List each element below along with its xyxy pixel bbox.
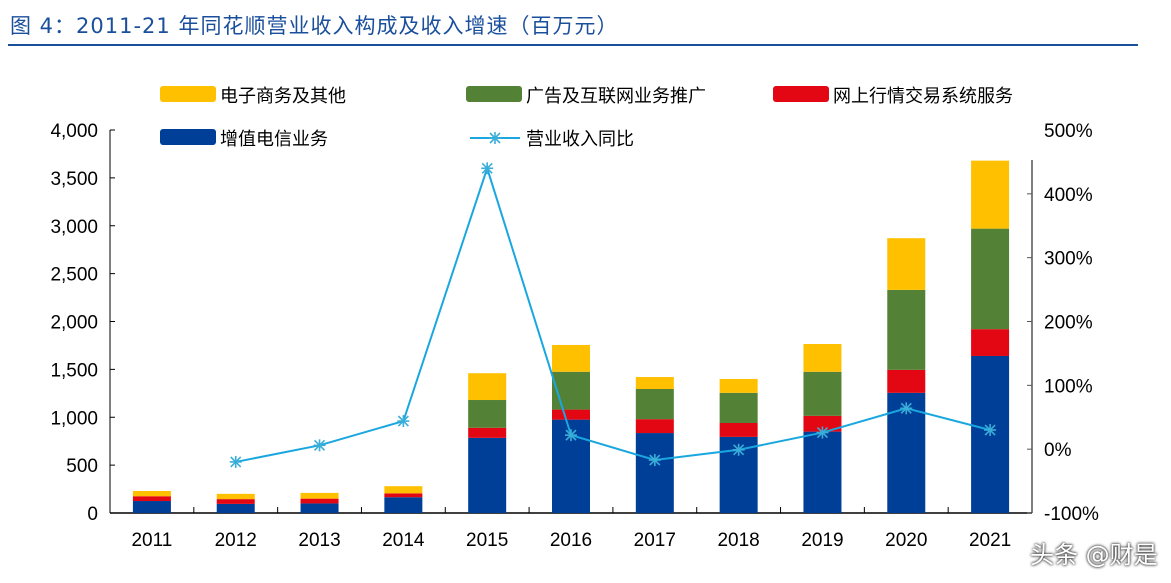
- legend-label: 广告及互联网业务推广: [526, 86, 706, 107]
- bar-2021: [971, 329, 1010, 356]
- legend-label: 营业收入同比: [526, 129, 634, 150]
- legend-swatch: [160, 86, 216, 102]
- growth-point: [565, 429, 577, 442]
- bar-2012: [216, 493, 255, 500]
- bar-2017: [635, 419, 674, 434]
- bar-2012: [216, 499, 255, 504]
- bar-2020: [887, 238, 926, 290]
- growth-point: [900, 402, 913, 415]
- legend-swatch: [466, 86, 522, 102]
- bar-2013: [300, 503, 339, 513]
- x-tick-label: 2018: [717, 530, 759, 551]
- legend-label: 网上行情交易系统服务: [833, 86, 1013, 107]
- growth-point: [732, 443, 745, 456]
- y-tick-label: 500: [66, 456, 98, 477]
- bar-2019: [803, 431, 842, 513]
- bar-2019: [803, 415, 842, 432]
- growth-point: [313, 439, 326, 452]
- x-tick-label: 2019: [801, 530, 843, 551]
- y2-tick-label: 500%: [1044, 121, 1093, 142]
- y-tick-label: 2,500: [50, 265, 98, 286]
- growth-point: [229, 455, 242, 468]
- x-tick-label: 2011: [131, 530, 172, 551]
- bar-2014: [384, 486, 423, 494]
- bar-2015: [468, 400, 507, 428]
- bar-2021: [971, 160, 1010, 229]
- chart-title: 图 4：2011-21 年同花顺营业收入构成及收入增速（百万元）: [10, 14, 619, 38]
- legend-swatch: [160, 129, 216, 145]
- y2-tick-label: 400%: [1044, 185, 1093, 206]
- growth-point: [648, 454, 661, 467]
- y-tick-label: 3,500: [50, 169, 98, 190]
- bar-2018: [719, 422, 758, 437]
- bar-2017: [635, 377, 674, 390]
- bar-2015: [468, 437, 507, 513]
- x-tick-label: 2017: [634, 530, 676, 551]
- x-tick-label: 2012: [215, 530, 257, 551]
- bar-2014: [384, 497, 423, 513]
- growth-point: [816, 426, 829, 439]
- y2-tick-label: 200%: [1044, 313, 1093, 334]
- watermark: 头条 @财是: [1030, 541, 1158, 569]
- bar-2015: [468, 427, 507, 438]
- bar-2020: [887, 369, 926, 393]
- y-tick-label: 1,500: [50, 360, 98, 381]
- bar-2011: [132, 496, 171, 502]
- growth-line: [235, 165, 991, 463]
- bar-2011: [132, 490, 171, 497]
- x-tick-label: 2013: [298, 530, 340, 551]
- bar-2016: [552, 371, 590, 410]
- bar-2020: [887, 289, 926, 370]
- bar-2012: [216, 503, 255, 513]
- bar-2017: [635, 389, 674, 420]
- bar-2021: [971, 228, 1010, 330]
- y-tick-label: 3,000: [50, 217, 98, 238]
- y-tick-label: 1,000: [50, 408, 98, 429]
- legend-label: 增值电信业务: [220, 129, 328, 150]
- title-divider: [8, 44, 1138, 46]
- bar-2018: [719, 392, 758, 423]
- legend-swatch: [773, 86, 829, 102]
- y2-tick-label: 100%: [1044, 376, 1093, 397]
- bar-2015: [468, 373, 507, 401]
- bar-2019: [803, 344, 842, 372]
- bar-2013: [300, 498, 339, 504]
- y2-tick-label: 0%: [1044, 440, 1072, 461]
- legend-label: 电子商务及其他: [220, 86, 346, 107]
- y2-tick-label: 300%: [1044, 249, 1093, 270]
- bar-2014: [384, 493, 423, 498]
- x-tick-label: 2015: [466, 530, 508, 551]
- y2-tick-label: -100%: [1044, 504, 1099, 525]
- bar-2013: [300, 492, 339, 499]
- bar-2019: [803, 371, 842, 416]
- x-tick-label: 2021: [969, 530, 1011, 551]
- bar-2017: [635, 433, 674, 513]
- bar-2011: [132, 501, 171, 513]
- growth-point: [481, 162, 494, 175]
- x-tick-label: 2016: [550, 530, 592, 551]
- y-tick-label: 0: [87, 504, 98, 525]
- y-tick-label: 2,000: [50, 313, 98, 334]
- bar-2018: [719, 378, 758, 393]
- growth-point: [397, 415, 410, 428]
- x-tick-label: 2020: [885, 530, 927, 551]
- legend-marker: [489, 132, 501, 144]
- bar-2016: [552, 409, 590, 420]
- y-tick-label: 4,000: [50, 121, 98, 142]
- bar-2016: [552, 344, 590, 372]
- growth-point: [984, 424, 997, 437]
- x-tick-label: 2014: [382, 530, 425, 551]
